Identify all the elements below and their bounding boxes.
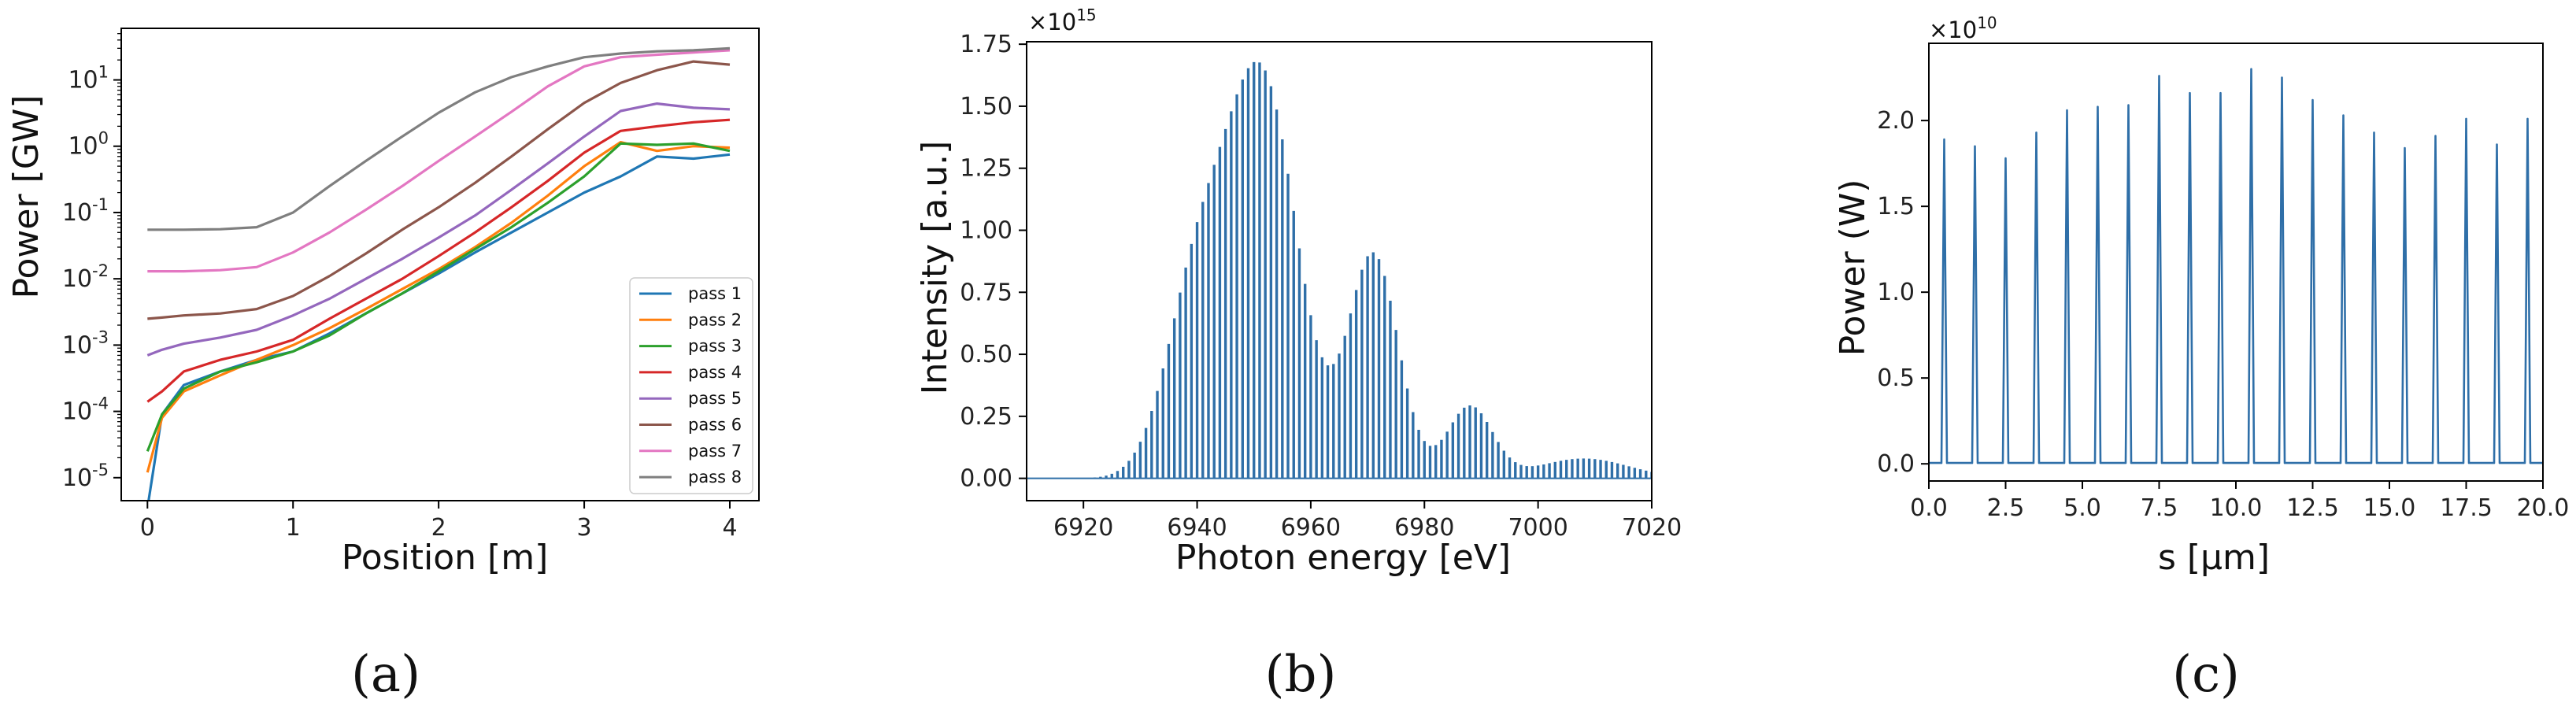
panel-c-offset-text: ×1010 xyxy=(1929,13,1997,43)
x-tick-label: 0 xyxy=(140,514,155,542)
spike-group xyxy=(1027,61,1652,479)
panel-c-y-axis-label: Power (W) xyxy=(1833,179,1873,357)
y-tick-label: 0.5 xyxy=(1877,364,1915,392)
panel-b-offset-text: ×1015 xyxy=(1028,6,1097,35)
y-tick-label: 101 xyxy=(68,63,109,94)
power-trace xyxy=(1929,68,2543,464)
legend-entry: pass 7 xyxy=(688,442,742,461)
y-tick-label: 10-5 xyxy=(62,461,109,492)
series-line-pass-4 xyxy=(146,118,731,403)
panel-b-frame xyxy=(1026,41,1653,501)
panel-a-frame xyxy=(120,28,760,501)
y-tick-label: 10-4 xyxy=(62,394,109,426)
legend-entry: pass 8 xyxy=(688,468,742,486)
x-tick-label: 7.5 xyxy=(2141,494,2178,522)
y-tick-label: 0.50 xyxy=(960,341,1012,368)
legend-entry: pass 3 xyxy=(688,337,742,356)
panel-b-plot-area: 6920 6940 6960 6980 7000 7020 0.00 0.25 0.50 0.75… xyxy=(960,31,1682,542)
panel-b: ×1015 Intensity [a.u.] Photon energy [eV… xyxy=(915,6,1682,704)
pulse-group xyxy=(1929,68,2543,464)
y-tick-label: 100 xyxy=(68,129,109,161)
panel-b-y-axis-label: Intensity [a.u.] xyxy=(915,141,955,395)
panel-a-y-axis-label: Power [GW] xyxy=(6,95,46,299)
x-tick-label: 6940 xyxy=(1167,514,1227,542)
legend-entry: pass 5 xyxy=(688,389,742,408)
panel-a-label: (a) xyxy=(351,646,420,704)
series-line-pass-5 xyxy=(146,102,731,357)
x-tick-label: 3 xyxy=(577,514,592,542)
y-tick-label: 0.0 xyxy=(1877,450,1915,478)
y-tick-label: 0.00 xyxy=(960,465,1012,493)
x-tick-label: 2 xyxy=(431,514,446,542)
series-group xyxy=(146,46,731,501)
panel-b-x-axis-label: Photon energy [eV] xyxy=(1175,538,1511,578)
y-tick-label: 1.50 xyxy=(960,93,1012,120)
y-tick-label: 1.00 xyxy=(960,217,1012,245)
y-tick-label: 0.25 xyxy=(960,403,1012,431)
x-tick-label: 4 xyxy=(722,514,737,542)
legend-entry: pass 6 xyxy=(688,416,742,435)
legend: pass 1 pass 2 pass 3 pass 4 pass 5 pass 6 pass… xyxy=(629,277,753,494)
x-tick-label: 6980 xyxy=(1394,514,1454,542)
y-tick-label: 0.75 xyxy=(960,279,1012,306)
legend-entry: pass 2 xyxy=(688,310,742,329)
x-tick-label: 6960 xyxy=(1281,514,1341,542)
x-tick-label: 7000 xyxy=(1508,514,1567,542)
x-tick-label: 17.5 xyxy=(2440,494,2493,522)
legend-entry: pass 1 xyxy=(688,284,742,303)
panel-b-label: (b) xyxy=(1265,646,1337,704)
legend-entry: pass 4 xyxy=(688,363,742,382)
x-tick-label: 0.0 xyxy=(1910,494,1948,522)
panel-c-frame xyxy=(1928,43,2544,482)
panel-c-x-axis-label: s [μm] xyxy=(2158,538,2270,578)
y-tick-label: 1.0 xyxy=(1877,279,1915,306)
x-tick-label: 7020 xyxy=(1622,514,1682,542)
y-tick-label: 1.5 xyxy=(1877,193,1915,220)
x-tick-label: 12.5 xyxy=(2286,494,2339,522)
y-tick-label: 1.25 xyxy=(960,155,1012,183)
x-tick-label: 20.0 xyxy=(2517,494,2570,522)
panel-c: ×1010 Power (W) s [μm] 0.0 2.5 5.0 7.5 10.0 1… xyxy=(1833,13,2569,704)
series-line-pass-3 xyxy=(146,142,731,452)
x-tick-label: 15.0 xyxy=(2363,494,2416,522)
panel-c-plot-area: 0.0 2.5 5.0 7.5 10.0 12.5 15.0 17.5 20.0 0.0 0.5 1.… xyxy=(1877,68,2570,522)
y-tick-label: 2.0 xyxy=(1877,107,1915,135)
x-tick-label: 1 xyxy=(286,514,301,542)
y-tick-label: 10-2 xyxy=(62,261,109,293)
legend-box xyxy=(629,277,753,494)
series-line-pass-6 xyxy=(147,60,731,320)
y-tick-label: 1.75 xyxy=(960,31,1012,58)
y-tick-label: 10-3 xyxy=(62,327,109,359)
x-tick-label: 6920 xyxy=(1053,514,1113,542)
panel-a-x-axis-label: Position [m] xyxy=(342,538,549,578)
panel-a: Power [GW] Position [m] 0 1 2 3 4 10-5 10-4 10-… xyxy=(6,28,760,704)
y-tick-label: 10-1 xyxy=(62,195,109,227)
x-tick-label: 5.0 xyxy=(2063,494,2101,522)
x-tick-label: 2.5 xyxy=(1987,494,2025,522)
x-tick-label: 10.0 xyxy=(2210,494,2263,522)
series-line-pass-7 xyxy=(147,49,731,273)
series-line-pass-8 xyxy=(147,46,731,231)
panel-c-label: (c) xyxy=(2172,646,2240,704)
